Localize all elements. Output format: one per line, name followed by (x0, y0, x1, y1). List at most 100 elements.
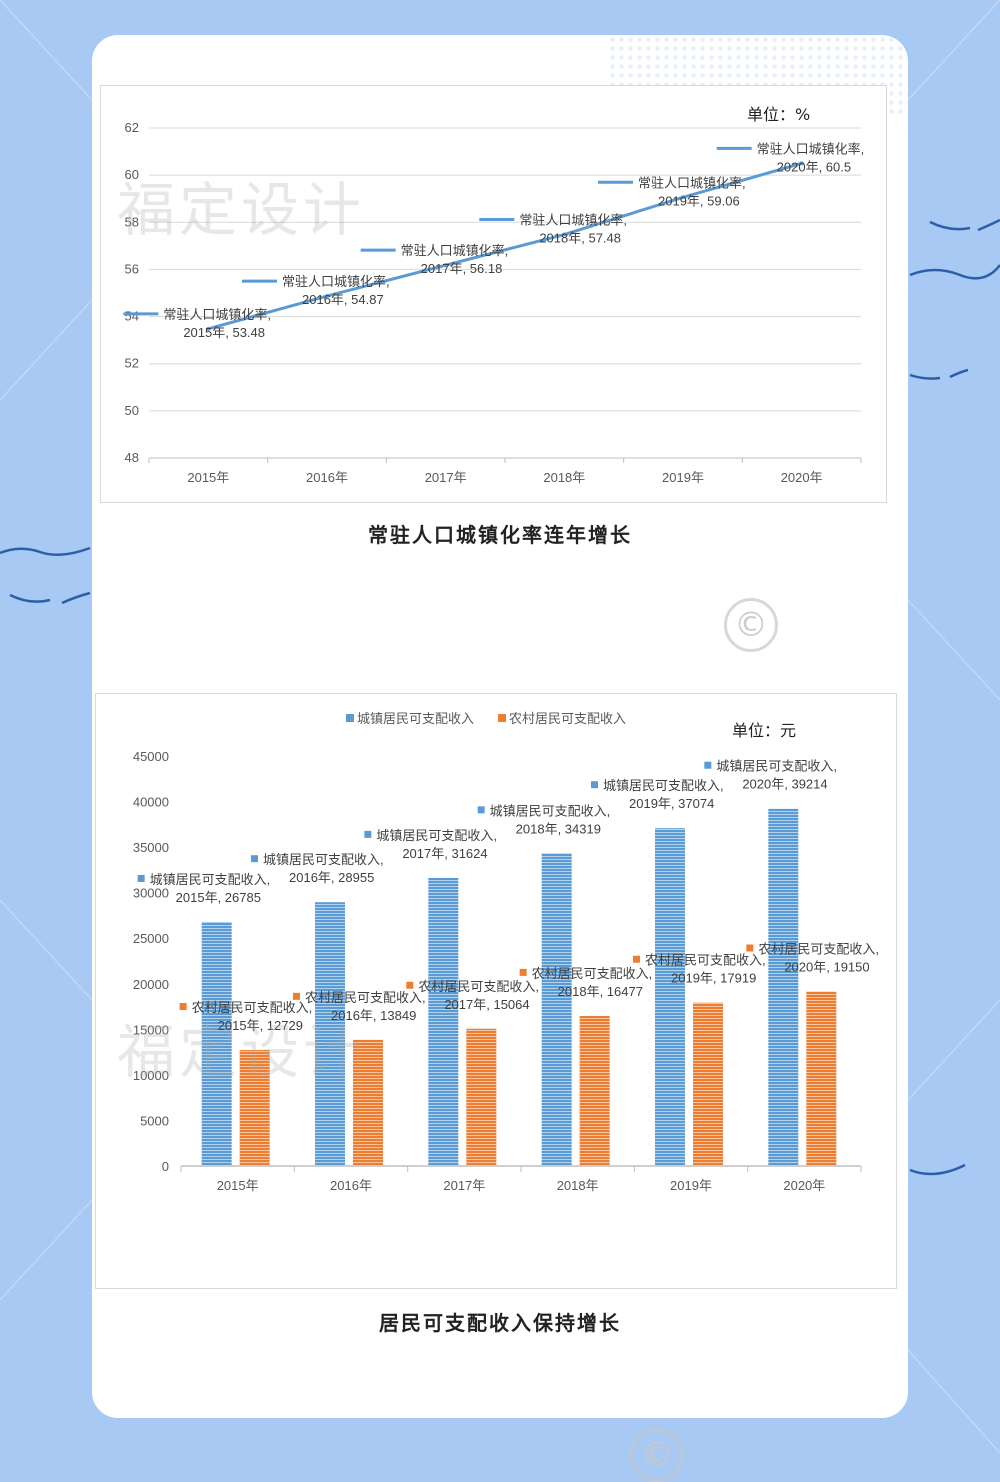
y-tick-label: 45000 (133, 749, 169, 764)
data-label-value: 2019年, 17919 (671, 971, 756, 986)
y-tick-label: 0 (162, 1159, 169, 1174)
data-label-value: 2019年, 37074 (629, 796, 714, 811)
x-tick-label: 2017年 (443, 1178, 485, 1193)
data-label-name: 农村居民可支配收入, (192, 1000, 313, 1015)
x-tick-label: 2015年 (187, 470, 229, 485)
bar (239, 1050, 270, 1166)
data-label-name: 农村居民可支配收入, (758, 942, 879, 957)
y-tick-label: 25000 (133, 931, 169, 946)
y-tick-label: 30000 (133, 886, 169, 901)
y-tick-label: 52 (125, 356, 139, 371)
data-label-name: 常驻人口城镇化率, (757, 141, 865, 156)
data-label-value: 2015年, 53.48 (183, 325, 265, 340)
y-tick-label: 60 (125, 167, 139, 182)
data-label-key (633, 955, 640, 963)
data-label-name: 农村居民可支配收入, (645, 953, 766, 968)
data-point (562, 232, 567, 237)
y-tick-label: 56 (125, 261, 139, 276)
x-tick-label: 2016年 (330, 1178, 372, 1193)
bar (201, 921, 232, 1166)
data-label-key (519, 968, 527, 976)
bar (768, 808, 799, 1166)
y-tick-label: 54 (125, 309, 139, 324)
income-chart-frame: 0 5000 10000 15000 20000 25000 30000 35000 40000… (95, 693, 897, 1289)
data-label-value: 2020年, 60.5 (777, 159, 851, 174)
data-label-name: 农村居民可支配收入, (418, 979, 539, 994)
data-label-key (364, 830, 372, 838)
bar (541, 853, 572, 1166)
data-point (681, 195, 685, 200)
data-label-name: 城镇居民可支配收入, (490, 803, 611, 818)
data-label-value: 2017年, 15064 (444, 997, 529, 1012)
bar (353, 1039, 383, 1166)
data-label-value: 2016年, 13849 (331, 1008, 416, 1023)
data-label-name: 城镇居民可支配收入, (150, 872, 271, 887)
data-label-name: 常驻人口城镇化率, (519, 213, 627, 228)
y-tick-label: 40000 (133, 795, 169, 810)
x-tick-label: 2015年 (217, 1178, 259, 1193)
y-tick-label: 50 (125, 403, 139, 418)
data-label-value: 2017年, 31624 (402, 846, 487, 861)
y-tick-label: 20000 (133, 977, 169, 992)
data-label-name: 农村居民可支配收入, (532, 966, 653, 981)
x-tick-label: 2020年 (783, 1178, 825, 1193)
data-point (206, 326, 211, 331)
series-line (207, 161, 803, 331)
urbanization-chart-frame: 48 50 52 54 56 58 60 62 2015年 2016年 2017年 2018年 2019… (100, 85, 887, 503)
data-point (325, 294, 329, 299)
data-label-value: 2016年, 28955 (289, 870, 374, 885)
data-label-key (406, 981, 414, 989)
data-label-value: 2020年, 19150 (784, 960, 869, 975)
y-tick-label: 62 (125, 120, 139, 135)
data-label-name: 常驻人口城镇化率, (638, 175, 746, 190)
data-label-key (591, 781, 598, 789)
data-label-value: 2015年, 12729 (218, 1018, 303, 1033)
legend-label: 城镇居民可支配收入 (357, 711, 474, 726)
data-label-value: 2019年, 59.06 (658, 193, 740, 208)
x-tick-label: 2016年 (306, 470, 348, 485)
data-label-value: 2015年, 26785 (176, 890, 261, 905)
watermark-text: 福定设计 (117, 176, 366, 244)
data-label-value: 2018年, 16477 (558, 984, 643, 999)
data-label-value: 2020年, 39214 (742, 777, 827, 792)
x-tick-label: 2020年 (781, 470, 823, 485)
chart2-caption: 居民可支配收入保持增长 (379, 1311, 621, 1335)
y-tick-label: 48 (125, 450, 139, 465)
data-label-name: 城镇居民可支配收入, (263, 852, 384, 867)
data-label-key (746, 944, 754, 952)
data-label-key (179, 1003, 187, 1011)
data-label-value: 2016年, 54.87 (302, 292, 384, 307)
bar (655, 828, 685, 1166)
bar (466, 1028, 497, 1166)
data-label-name: 城镇居民可支配收入, (603, 778, 724, 793)
data-label-key (293, 992, 300, 1000)
legend-label: 农村居民可支配收入 (509, 711, 626, 726)
bar (806, 991, 837, 1166)
data-point (443, 263, 448, 268)
y-tick-label: 10000 (133, 1068, 169, 1083)
income-bar-chart: 0 5000 10000 15000 20000 25000 30000 35000 40000… (133, 711, 879, 1193)
legend-swatch (346, 714, 354, 722)
data-label-key (704, 761, 712, 769)
chart2-unit-label: 单位：元 (732, 721, 797, 740)
data-label-name: 常驻人口城镇化率, (282, 274, 390, 289)
data-label-value: 2018年, 34319 (516, 821, 601, 836)
data-label-name: 农村居民可支配收入, (305, 990, 426, 1005)
data-label-key (251, 855, 258, 863)
bar (428, 877, 459, 1166)
data-label-name: 常驻人口城镇化率, (163, 307, 271, 322)
x-tick-label: 2018年 (557, 1178, 599, 1193)
data-label-value: 2017年, 56.18 (421, 261, 503, 276)
bar (315, 902, 345, 1166)
urbanization-line-chart: 48 50 52 54 56 58 60 62 2015年 2016年 2017年 2018年 2019… (123, 120, 865, 485)
x-tick-label: 2019年 (670, 1178, 712, 1193)
x-tick-label: 2019年 (662, 470, 704, 485)
y-tick-label: 5000 (140, 1113, 169, 1128)
x-tick-label: 2017年 (425, 470, 467, 485)
data-label-name: 常驻人口城镇化率, (401, 243, 509, 258)
copyright-icon: © (724, 598, 778, 652)
copyright-icon-2: © (630, 1428, 684, 1482)
y-tick-label: 15000 (133, 1022, 169, 1037)
watermark-text-2: 福定设计 (117, 1018, 366, 1086)
